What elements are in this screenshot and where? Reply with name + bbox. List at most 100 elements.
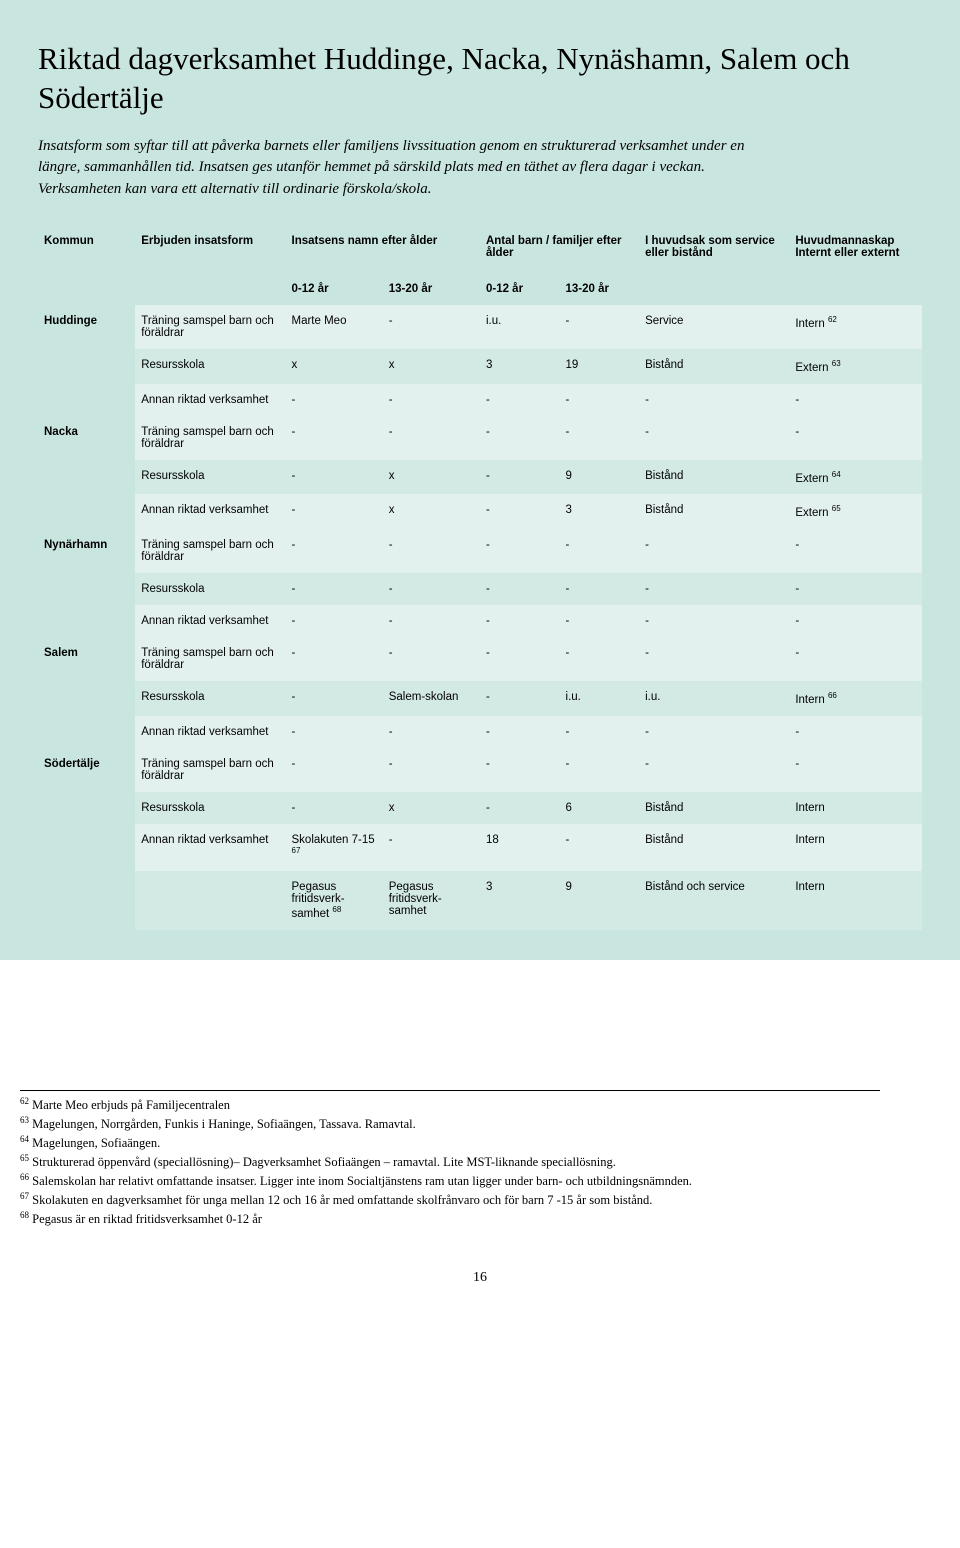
table-row: NynärhamnTräning samspel barn och föräld… [38, 529, 922, 573]
cell-13-20-name: - [383, 637, 480, 681]
cell-form: Träning samspel barn och föräldrar [135, 305, 285, 349]
cell-0-12-name: - [286, 460, 383, 495]
footnote-line: 64 Magelungen, Sofiaängen. [20, 1133, 940, 1152]
table-row: Annan riktad verksamhet-x-3BiståndExtern… [38, 494, 922, 529]
th-huvudsak: I huvudsak som service eller bistånd [639, 229, 789, 273]
cell-huvudman: Intern [789, 824, 922, 871]
cell-service: - [639, 605, 789, 637]
cell-13-20-count: - [560, 305, 640, 349]
cell-0-12-count: - [480, 748, 560, 792]
cell-kommun [38, 349, 135, 384]
cell-0-12-name: Marte Meo [286, 305, 383, 349]
cell-form: Träning samspel barn och föräldrar [135, 416, 285, 460]
cell-13-20-name: - [383, 748, 480, 792]
cell-service: - [639, 637, 789, 681]
cell-13-20-name: - [383, 529, 480, 573]
cell-service: Bistånd [639, 792, 789, 824]
cell-kommun [38, 716, 135, 748]
cell-kommun [38, 824, 135, 871]
cell-huvudman: Intern [789, 792, 922, 824]
cell-service: Service [639, 305, 789, 349]
cell-form: Resursskola [135, 460, 285, 495]
cell-kommun [38, 605, 135, 637]
cell-0-12-name: - [286, 637, 383, 681]
document-panel: Riktad dagverksamhet Huddinge, Nacka, Ny… [0, 0, 960, 960]
cell-0-12-name: - [286, 716, 383, 748]
cell-form: Annan riktad verksamhet [135, 824, 285, 871]
cell-13-20-count: i.u. [560, 681, 640, 716]
cell-13-20-name: Pegasus fritidsverk-samhet [383, 871, 480, 930]
table-row: Resursskola-Salem-skolan-i.u.i.u.Intern … [38, 681, 922, 716]
cell-huvudman: - [789, 384, 922, 416]
cell-form: Resursskola [135, 681, 285, 716]
cell-0-12-count: - [480, 416, 560, 460]
cell-service: - [639, 416, 789, 460]
cell-kommun [38, 792, 135, 824]
cell-13-20-count: - [560, 637, 640, 681]
cell-13-20-count: - [560, 605, 640, 637]
cell-form: Träning samspel barn och föräldrar [135, 529, 285, 573]
cell-0-12-name: - [286, 529, 383, 573]
cell-0-12-name: - [286, 384, 383, 416]
header-row: Kommun Erbjuden insatsform Insatsens nam… [38, 229, 922, 273]
cell-huvudman: Intern 62 [789, 305, 922, 349]
sub-d: 13-20 år [560, 273, 640, 305]
cell-13-20-count: - [560, 573, 640, 605]
cell-service: - [639, 716, 789, 748]
footnote-line: 66 Salemskolan har relativt omfattande i… [20, 1171, 940, 1190]
cell-huvudman: - [789, 416, 922, 460]
cell-service: - [639, 529, 789, 573]
footnote-line: 65 Strukturerad öppenvård (speciallösnin… [20, 1152, 940, 1171]
cell-kommun: Salem [38, 637, 135, 681]
cell-13-20-name: x [383, 494, 480, 529]
table-row: Annan riktad verksamhet------ [38, 384, 922, 416]
cell-form: Annan riktad verksamhet [135, 605, 285, 637]
cell-13-20-count: 6 [560, 792, 640, 824]
cell-13-20-count: - [560, 716, 640, 748]
page-number: 16 [0, 1248, 960, 1300]
data-table: Kommun Erbjuden insatsform Insatsens nam… [38, 229, 922, 930]
table-row: Pegasus fritidsverk-samhet 68Pegasus fri… [38, 871, 922, 930]
cell-service: Bistånd [639, 494, 789, 529]
cell-huvudman: - [789, 716, 922, 748]
subheader-row: 0-12 år 13-20 år 0-12 år 13-20 år [38, 273, 922, 305]
cell-service: Bistånd [639, 349, 789, 384]
footnote-line: 63 Magelungen, Norrgården, Funkis i Hani… [20, 1114, 940, 1133]
cell-service: - [639, 384, 789, 416]
cell-13-20-count: 9 [560, 460, 640, 495]
cell-form: Annan riktad verksamhet [135, 384, 285, 416]
cell-0-12-count: - [480, 792, 560, 824]
table-row: Annan riktad verksamhetSkolakuten 7-15 6… [38, 824, 922, 871]
cell-0-12-count: - [480, 529, 560, 573]
cell-form: Resursskola [135, 349, 285, 384]
cell-13-20-name: - [383, 416, 480, 460]
cell-13-20-count: - [560, 384, 640, 416]
cell-13-20-name: - [383, 605, 480, 637]
cell-form: Träning samspel barn och föräldrar [135, 748, 285, 792]
cell-kommun [38, 460, 135, 495]
cell-0-12-count: 3 [480, 871, 560, 930]
cell-service: Bistånd [639, 460, 789, 495]
sub-c: 0-12 år [480, 273, 560, 305]
cell-0-12-name: - [286, 681, 383, 716]
table-row: Resursskolaxx319BiståndExtern 63 [38, 349, 922, 384]
cell-huvudman: - [789, 605, 922, 637]
cell-13-20-name: - [383, 573, 480, 605]
cell-form [135, 871, 285, 930]
cell-0-12-count: - [480, 637, 560, 681]
cell-13-20-count: - [560, 416, 640, 460]
footnote-line: 67 Skolakuten en dagverksamhet för unga … [20, 1190, 940, 1209]
sub-b: 13-20 år [383, 273, 480, 305]
cell-huvudman: - [789, 529, 922, 573]
th-huvudman: Huvudmannaskap Internt eller externt [789, 229, 922, 273]
intro-paragraph: Insatsform som syftar till att påverka b… [38, 136, 758, 201]
cell-service: - [639, 748, 789, 792]
footnote-line: 62 Marte Meo erbjuds på Familjecentralen [20, 1095, 940, 1114]
th-antal: Antal barn / familjer efter ålder [480, 229, 639, 273]
th-form: Erbjuden insatsform [135, 229, 285, 273]
cell-0-12-name: - [286, 416, 383, 460]
cell-0-12-count: 3 [480, 349, 560, 384]
table-row: HuddingeTräning samspel barn och föräldr… [38, 305, 922, 349]
cell-13-20-count: 19 [560, 349, 640, 384]
cell-service: i.u. [639, 681, 789, 716]
